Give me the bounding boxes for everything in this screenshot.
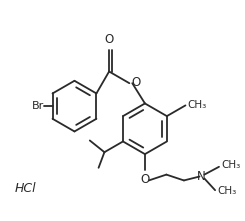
Text: CH₃: CH₃ bbox=[221, 160, 240, 170]
Text: CH₃: CH₃ bbox=[187, 100, 207, 110]
Text: Br: Br bbox=[32, 101, 44, 111]
Text: N: N bbox=[197, 170, 206, 183]
Text: HCl: HCl bbox=[15, 183, 37, 195]
Text: CH₃: CH₃ bbox=[217, 186, 236, 196]
Text: O: O bbox=[104, 33, 114, 46]
Text: O: O bbox=[140, 173, 149, 186]
Text: O: O bbox=[131, 76, 141, 89]
